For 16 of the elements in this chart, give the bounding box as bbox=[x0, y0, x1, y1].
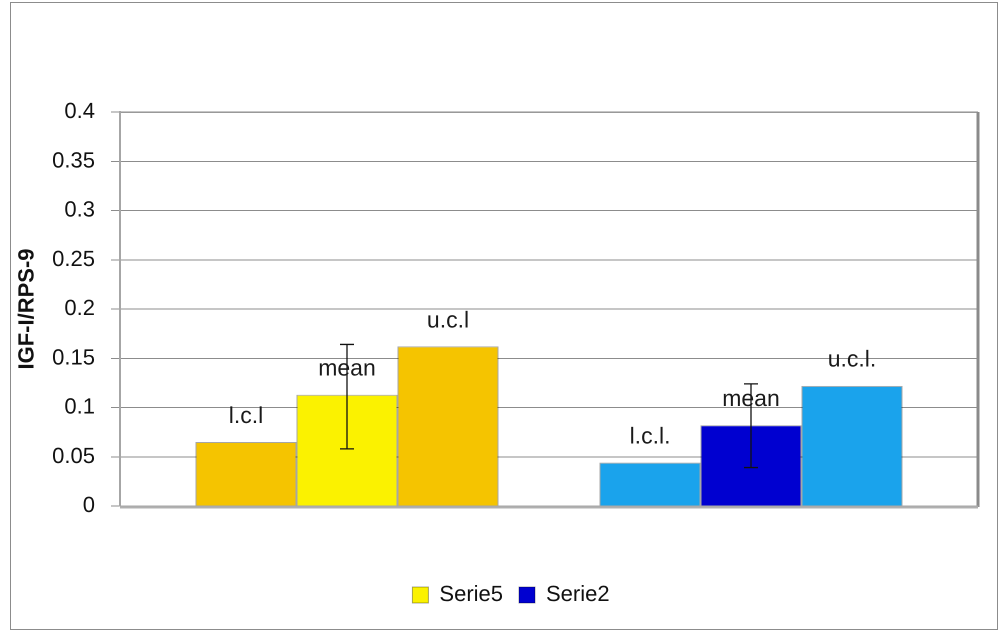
y-tick-label: 0.25 bbox=[52, 246, 95, 271]
y-tick-label: 0.1 bbox=[64, 394, 95, 419]
y-tick-label: 0.35 bbox=[52, 147, 95, 172]
y-tick-label: 0 bbox=[82, 492, 95, 518]
y-tick-label: 0.4 bbox=[64, 98, 95, 124]
data-label: u.c.l. bbox=[828, 346, 876, 372]
legend-label: Serie2 bbox=[546, 581, 610, 606]
data-label: u.c.l bbox=[426, 306, 470, 332]
legend-label: Serie5 bbox=[439, 581, 503, 606]
y-tick-label: 0.2 bbox=[64, 295, 95, 320]
data-label: l.c.l bbox=[228, 402, 264, 428]
y-tick-label: 0.3 bbox=[64, 196, 95, 222]
y-tick-label: 0.05 bbox=[52, 442, 95, 468]
y-tick-label: 0.15 bbox=[52, 344, 95, 370]
data-label: l.c.l. bbox=[630, 422, 670, 449]
y-axis-title: IGF-I/RPS-9 bbox=[13, 248, 38, 370]
